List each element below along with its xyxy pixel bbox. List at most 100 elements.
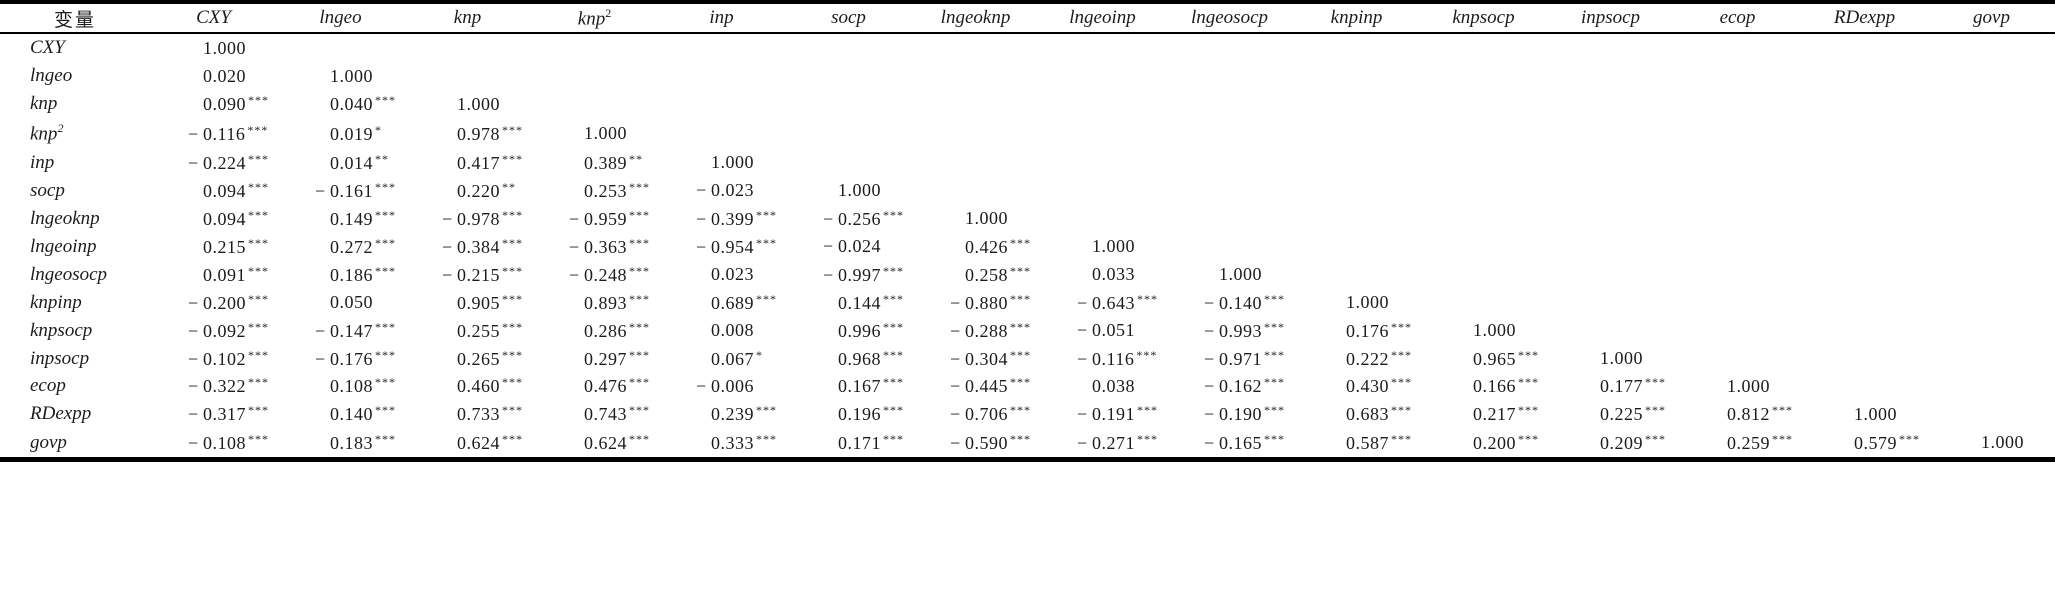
corr-cell: 0.008 — [658, 317, 785, 345]
corr-cell: 0.733 *** — [404, 400, 531, 428]
empty-cell — [1674, 177, 1801, 205]
coefficient-value: 0.091 — [203, 264, 246, 285]
empty-cell — [1801, 261, 1928, 289]
significance-stars: *** — [1010, 235, 1031, 250]
significance-stars: *** — [1391, 431, 1412, 446]
empty-cell — [912, 90, 1039, 118]
coefficient-value: 0.176 — [1346, 320, 1389, 341]
coefficient-value: 0.149 — [330, 208, 373, 229]
coefficient-value: 0.272 — [330, 236, 373, 257]
coefficient-value: 0.476 — [584, 376, 627, 397]
minus-sign: − — [1077, 348, 1088, 369]
corr-cell: −0.116 *** — [1039, 345, 1166, 373]
coefficient-value: 0.384 — [457, 236, 500, 257]
significance-stars: *** — [629, 207, 650, 222]
empty-cell — [658, 33, 785, 62]
corr-cell: −0.024 — [785, 233, 912, 261]
corr-cell: −0.200 *** — [150, 289, 277, 317]
minus-sign: − — [1077, 320, 1088, 341]
variable-name: ecop — [1719, 7, 1756, 28]
coefficient-value: 0.033 — [1092, 264, 1135, 285]
corr-cell: −0.399 *** — [658, 205, 785, 233]
minus-sign: − — [696, 236, 707, 257]
coefficient-value: 0.171 — [838, 432, 881, 453]
coefficient-value: 1.000 — [1346, 292, 1389, 313]
empty-cell — [1928, 118, 2055, 149]
significance-stars: *** — [375, 93, 396, 108]
empty-cell — [1801, 90, 1928, 118]
table-row-RDexpp: RDexpp −0.317 *** 0.140 *** 0.733 *** 0.743 *** 0… — [0, 400, 2055, 428]
corr-cell: 1.000 — [404, 90, 531, 118]
significance-stars: *** — [1010, 291, 1031, 306]
corr-cell: 0.460 *** — [404, 372, 531, 400]
coefficient-value: 0.288 — [965, 320, 1008, 341]
significance-stars: *** — [1010, 263, 1031, 278]
corr-cell: −0.023 — [658, 177, 785, 205]
coefficient-value: 0.186 — [330, 264, 373, 285]
corr-cell: 0.389 ** — [531, 149, 658, 177]
table-row-lngeoinp: lngeoinp 0.215 *** 0.272 *** −0.384 *** −0.363 *… — [0, 233, 2055, 261]
empty-cell — [1674, 317, 1801, 345]
significance-stars: *** — [1518, 375, 1539, 390]
corr-cell: 1.000 — [1293, 289, 1420, 317]
corr-cell: 0.167 *** — [785, 372, 912, 400]
coefficient-value: 1.000 — [203, 37, 246, 58]
variable-name: lngeoinp — [30, 235, 97, 257]
coefficient-value: 0.978 — [457, 208, 500, 229]
empty-cell — [1547, 149, 1674, 177]
coefficient-value: 1.000 — [330, 65, 373, 86]
minus-sign: − — [823, 236, 834, 257]
minus-sign: − — [696, 180, 707, 201]
variable-name: knpinp — [1330, 7, 1383, 28]
minus-sign: − — [442, 208, 453, 229]
empty-cell — [1293, 205, 1420, 233]
significance-stars: *** — [248, 403, 269, 418]
corr-cell: 0.040 *** — [277, 90, 404, 118]
minus-sign: − — [315, 348, 326, 369]
empty-cell — [1928, 149, 2055, 177]
empty-cell — [531, 62, 658, 90]
corr-cell: 0.624 *** — [404, 428, 531, 459]
significance-stars: *** — [1010, 431, 1031, 446]
variable-name: knp — [30, 123, 58, 145]
empty-cell — [404, 62, 531, 90]
significance-stars: *** — [1518, 403, 1539, 418]
significance-stars: ** — [375, 151, 389, 166]
row-label-inp: inp — [0, 149, 150, 177]
corr-cell: 0.220 ** — [404, 177, 531, 205]
significance-stars: *** — [375, 235, 396, 250]
coefficient-value: 0.683 — [1346, 404, 1389, 425]
corr-cell: 0.215 *** — [150, 233, 277, 261]
coefficient-value: 0.363 — [584, 236, 627, 257]
empty-cell — [1928, 400, 2055, 428]
corr-cell: 0.183 *** — [277, 428, 404, 459]
minus-sign: − — [1204, 348, 1215, 369]
coefficient-value: 0.297 — [584, 348, 627, 369]
corr-cell: 0.333 *** — [658, 428, 785, 459]
coefficient-value: 1.000 — [1219, 264, 1262, 285]
coefficient-value: 0.971 — [1219, 348, 1262, 369]
empty-cell — [1801, 205, 1928, 233]
corr-cell: 0.968 *** — [785, 345, 912, 373]
coefficient-value: 0.019 — [330, 123, 373, 144]
significance-stars: *** — [248, 431, 269, 446]
variable-name: knp — [577, 8, 606, 30]
empty-cell — [1928, 317, 2055, 345]
row-label-ecop: ecop — [0, 372, 150, 400]
significance-stars: *** — [375, 431, 396, 446]
empty-cell — [785, 62, 912, 90]
corr-cell: 1.000 — [912, 205, 1039, 233]
empty-cell — [1420, 33, 1547, 62]
coefficient-value: 0.162 — [1219, 376, 1262, 397]
variable-name: lngeoknp — [940, 7, 1011, 28]
coefficient-value: 0.222 — [1346, 348, 1389, 369]
coefficient-value: 0.200 — [1473, 432, 1516, 453]
coefficient-value: 0.965 — [1473, 348, 1516, 369]
significance-stars: *** — [375, 207, 396, 222]
minus-sign: − — [823, 208, 834, 229]
coefficient-value: 0.706 — [965, 404, 1008, 425]
significance-stars: *** — [248, 263, 269, 278]
empty-cell — [1166, 233, 1293, 261]
significance-stars: *** — [1137, 403, 1158, 418]
significance-stars: *** — [1645, 431, 1666, 446]
